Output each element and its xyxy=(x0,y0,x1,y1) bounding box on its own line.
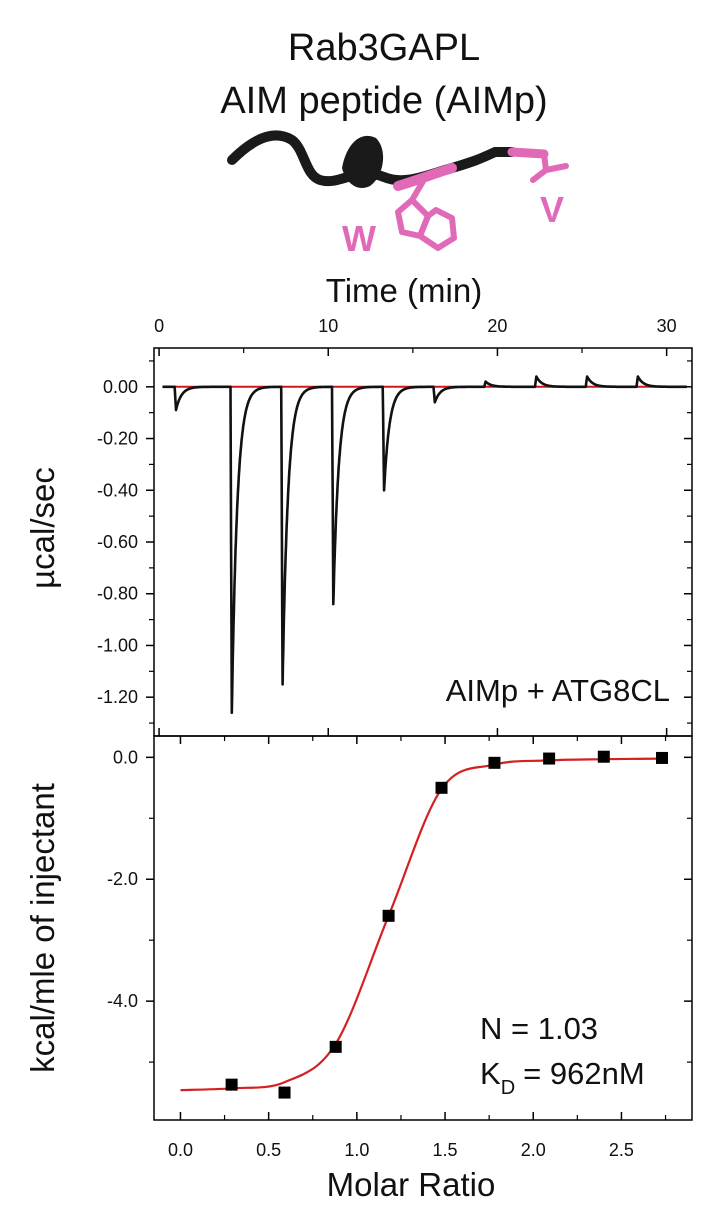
tryptophan-sidechain xyxy=(395,176,457,251)
data-point xyxy=(278,1086,291,1099)
isotherm-y-tick-label: 0.0 xyxy=(113,747,138,767)
thermogram-y-tick-label: -0.60 xyxy=(97,532,138,552)
isotherm-x-tick-label: 2.0 xyxy=(521,1140,546,1160)
thermogram-y-tick-label: 0.00 xyxy=(103,377,138,397)
isotherm-y-tick-label: -2.0 xyxy=(107,869,138,889)
isotherm-x-tick-label: 0.0 xyxy=(168,1140,193,1160)
thermogram-y-tick-label: -1.20 xyxy=(97,687,138,707)
data-point xyxy=(435,781,448,794)
data-point xyxy=(543,752,556,765)
isotherm-panel: 0.0 0.5 1.0 1.5 2.0 2.5 0.0 -2.0 -4.0 Molar Rati… xyxy=(24,735,693,1203)
isotherm-ticks: 0.0 0.5 1.0 1.5 2.0 2.5 0.0 -2.0 -4.0 xyxy=(107,736,692,1160)
data-point xyxy=(382,909,395,922)
thermogram-x-tick-label: 20 xyxy=(487,316,507,336)
backbone-highlight-end xyxy=(507,147,549,159)
thermogram-x-axis-title: Time (min) xyxy=(326,272,482,309)
isotherm-x-tick-label: 0.5 xyxy=(256,1140,281,1160)
data-point xyxy=(225,1078,238,1091)
thermogram-y-tick-label: -0.80 xyxy=(97,584,138,604)
peptide-structure: W V xyxy=(227,130,569,259)
isotherm-x-tick-label: 1.0 xyxy=(344,1140,369,1160)
data-point xyxy=(329,1040,342,1053)
isotherm-y-tick-label: -4.0 xyxy=(107,991,138,1011)
thermogram-x-tick-label: 10 xyxy=(318,316,338,336)
kd-symbol: K xyxy=(480,1056,501,1091)
fit-curve xyxy=(180,757,663,1092)
thermogram-x-tick-label: 30 xyxy=(657,316,677,336)
data-points xyxy=(225,750,669,1099)
title-line-1: Rab3GAPL xyxy=(288,27,480,69)
thermogram-trace xyxy=(161,375,688,714)
isotherm-x-tick-label: 2.5 xyxy=(609,1140,634,1160)
residue-label-w: W xyxy=(342,218,376,259)
kd-annotation: KD = 962nM xyxy=(480,1056,645,1099)
data-point xyxy=(488,756,501,769)
data-point xyxy=(597,750,610,763)
data-point xyxy=(656,751,669,764)
thermogram-grid-ticks: 0 10 20 30 0.00 -0.20 -0.40 -0.60 -0.80 -1.00 -1.2… xyxy=(97,316,692,736)
thermogram-y-tick-label: -0.40 xyxy=(97,480,138,500)
valine-sidechain xyxy=(530,151,569,183)
stoichiometry-annotation: N = 1.03 xyxy=(480,1011,598,1046)
thermogram-annotation: AIMp + ATG8CL xyxy=(446,673,670,708)
kd-subscript: D xyxy=(501,1077,515,1099)
residue-label-v: V xyxy=(540,189,564,230)
thermogram-y-tick-label: -1.00 xyxy=(97,635,138,655)
backbone-highlight xyxy=(393,163,457,191)
isotherm-frame xyxy=(153,735,693,1121)
thermogram-y-tick-label: -0.20 xyxy=(97,429,138,449)
thermogram-panel: 0 10 20 30 0.00 -0.20 -0.40 -0.60 -0.80 -1.00 -1.2… xyxy=(24,272,693,737)
title-line-2: AIM peptide (AIMp) xyxy=(220,80,547,122)
isotherm-x-axis-title: Molar Ratio xyxy=(327,1166,496,1203)
kd-value: = 962nM xyxy=(523,1056,645,1091)
helix-turn xyxy=(342,135,384,188)
isotherm-y-axis-title: kcal/mle of injectant xyxy=(24,783,61,1073)
thermogram-y-axis-title: µcal/sec xyxy=(24,467,61,589)
thermogram-x-tick-label: 0 xyxy=(154,316,164,336)
isotherm-x-tick-label: 1.5 xyxy=(433,1140,458,1160)
